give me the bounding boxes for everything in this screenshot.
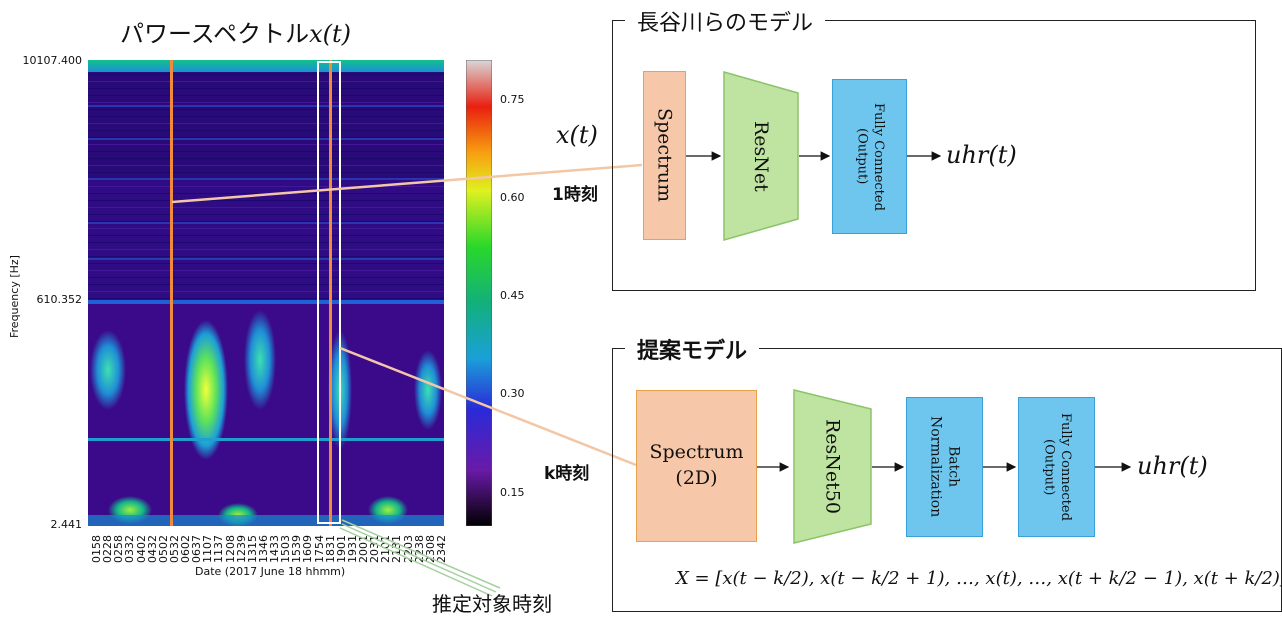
hasegawa-resnet-label-wrap: ResNet [723,71,799,241]
proposed-fc-label: Fully Connected (Output) [1041,413,1073,521]
hasegawa-side-label: 1時刻 [552,185,598,205]
hasegawa-resnet-block [723,71,799,241]
y-tick-mid: 610.352 [36,293,83,306]
proposed-resnet-label-wrap: ResNet50 [793,389,872,544]
proposed-model-title: 提案モデル [625,333,760,365]
proposed-batchnorm-label: Batch Normalization [927,416,962,518]
proposed-batchnorm-block: Batch Normalization [906,397,983,537]
hasegawa-model-title: 長谷川らのモデル [625,5,826,37]
hasegawa-fc-label: Fully Connected (Output) [854,102,886,211]
target-window [317,61,341,524]
y-tick-bottom: 2.441 [50,518,83,531]
hasegawa-fc-block: Fully Connected (Output) [832,79,907,234]
y-tick-top: 10107.400 [22,54,83,67]
hasegawa-output: uhr(t) [946,141,1017,169]
proposed-resnet-block [793,389,872,544]
spectrogram-lines [88,74,444,299]
hasegawa-model-panel [612,20,1256,291]
proposed-spectrum-label: Spectrum (2D) [649,441,744,489]
colorbar-tick-4: 0.30 [500,387,525,400]
colorbar-tick-1: 0.75 [500,93,525,106]
proposed-spectrum-block: Spectrum (2D) [636,390,757,542]
target-line-left [170,60,173,526]
target-time-label: 推定対象時刻 [432,592,552,616]
colorbar [466,60,492,526]
hasegawa-input: x(t) [556,121,598,149]
proposed-output: uhr(t) [1137,452,1208,480]
colorbar-tick-5: 0.15 [500,486,525,499]
x-axis-title: Date (2017 June 18 hhmm) [195,565,346,578]
hasegawa-spectrum-block: Spectrum [643,71,686,240]
proposed-formula: X = [x(t − k/2), x(t − k/2 + 1), …, x(t)… [676,568,1282,589]
proposed-fc-block: Fully Connected (Output) [1018,397,1095,537]
colorbar-tick-3: 0.45 [500,289,525,302]
colorbar-tick-2: 0.60 [500,191,525,204]
spectrogram-title-math: x(t) [309,20,352,48]
proposed-resnet-label: ResNet50 [821,419,844,514]
proposed-side-label: k時刻 [544,464,590,484]
spectrogram-title: パワースペクトルx(t) [120,20,352,48]
hasegawa-resnet-label: ResNet [750,120,772,192]
spectrogram-plot [88,60,444,526]
target-line-right [329,60,332,526]
